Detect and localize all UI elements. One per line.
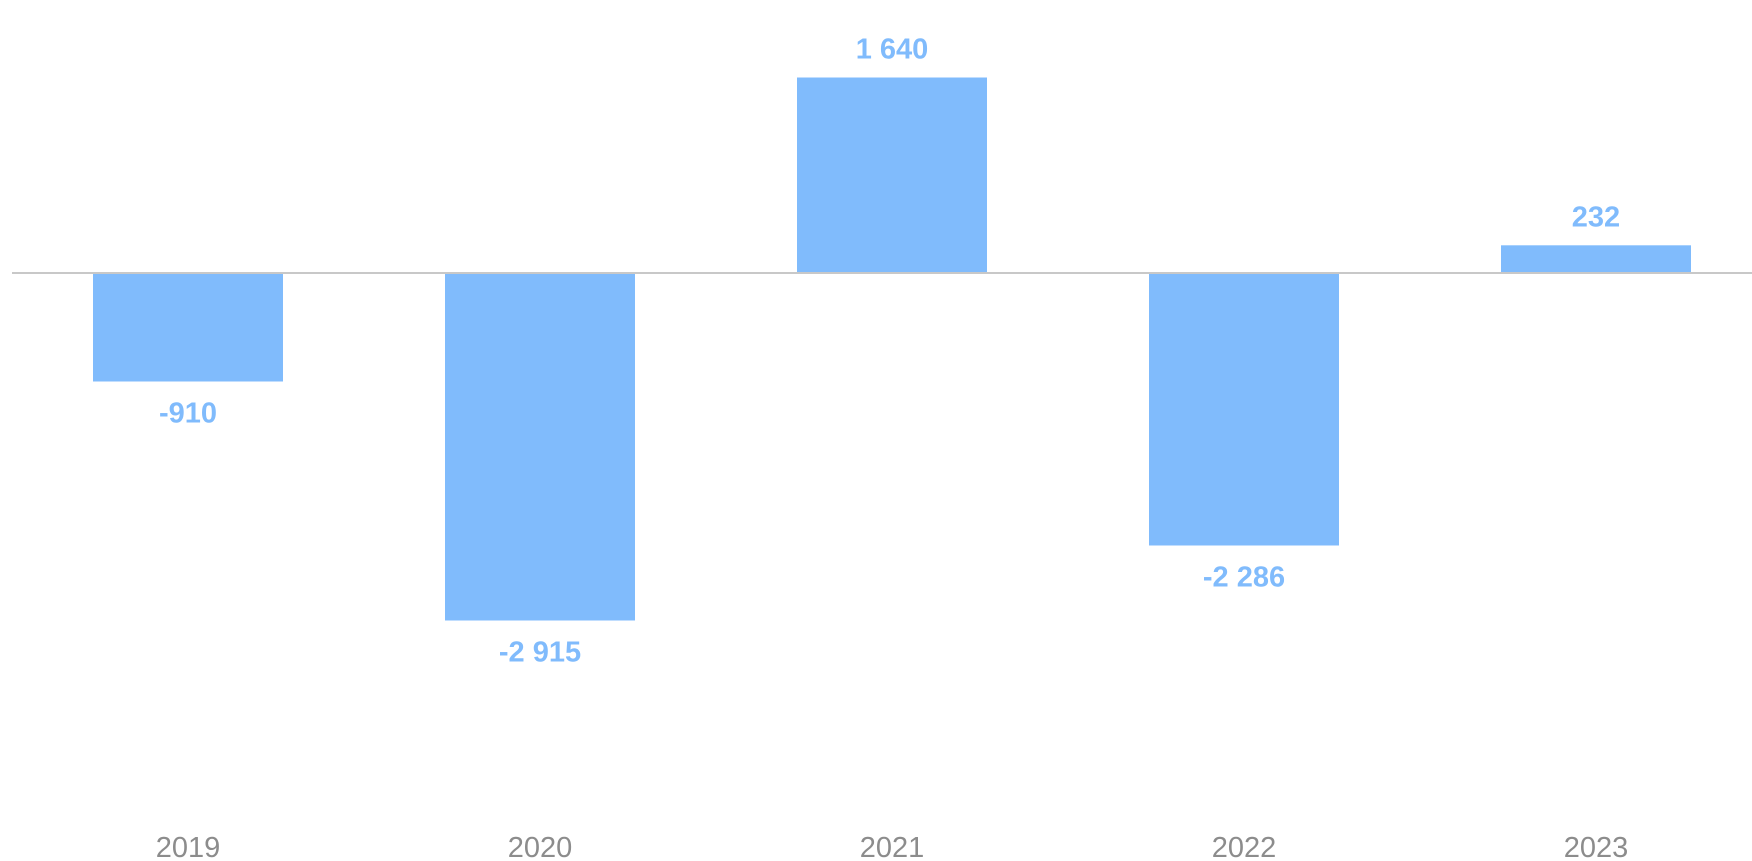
bar-2023 [1501,245,1691,273]
x-tick-labels-group: 2019 2020 2021 2022 2023 [156,832,1629,861]
x-tick-label-2019: 2019 [156,832,221,861]
x-tick-label-2023: 2023 [1564,832,1629,861]
x-tick-label-2021: 2021 [860,832,925,861]
bar-2020 [445,273,635,621]
value-label-2022: -2 286 [1203,562,1285,594]
value-label-2019: -910 [159,398,217,430]
value-label-2023: 232 [1572,201,1620,233]
value-label-2021: 1 640 [856,34,929,66]
bars-group [93,77,1691,621]
bar-2022 [1149,273,1339,546]
x-tick-label-2022: 2022 [1212,832,1277,861]
bar-2021 [797,77,987,273]
bar-2019 [93,273,283,382]
x-tick-label-2020: 2020 [508,832,573,861]
value-labels-group: -910 -2 915 1 640 -2 286 232 [159,34,1620,669]
value-label-2020: -2 915 [499,637,581,669]
